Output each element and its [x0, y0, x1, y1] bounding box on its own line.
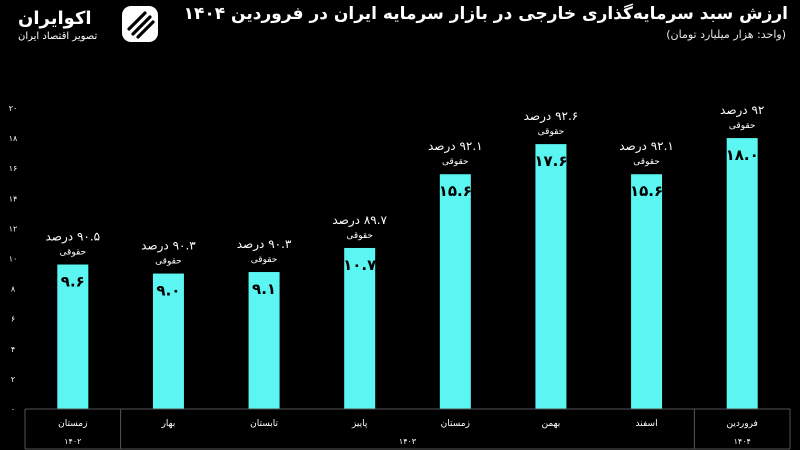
bar: [152, 273, 184, 409]
bar: [631, 174, 663, 409]
bar-caption-label: حقوقی: [251, 255, 278, 265]
y-tick-label: ۸: [11, 285, 16, 294]
y-tick-label: ۶: [11, 315, 15, 324]
chart-title: ارزش سبد سرمایه‌گذاری خارجی در بازار سرم…: [183, 4, 788, 24]
y-tick-label: ۱۸: [9, 134, 18, 143]
bar-value-label: ۹.۱: [252, 280, 276, 298]
x-category-label: بهمن: [542, 419, 561, 429]
x-category-label: بهار: [161, 419, 176, 429]
bar-value-label: ۱۸.۰: [726, 146, 759, 164]
bar-percent-label: ۹۰.۳ درصد: [141, 239, 196, 254]
x-category-label: زمستان: [441, 419, 470, 429]
bar-caption-label: حقوقی: [442, 157, 469, 167]
bar-caption-label: حقوقی: [60, 248, 87, 258]
y-tick-label: ۱۲: [9, 224, 18, 233]
y-tick-label: ۴: [11, 345, 15, 354]
x-group-label: ۱۴۰۴: [734, 437, 751, 446]
bar: [535, 144, 567, 409]
ecoiran-logo-icon: [122, 6, 158, 42]
bar-value-label: ۹.۰: [156, 282, 180, 300]
y-tick-label: ۱۶: [9, 164, 18, 173]
x-category-label: زمستان: [58, 419, 87, 429]
bar-percent-label: ۹۲.۱ درصد: [428, 139, 483, 154]
bar: [248, 272, 280, 409]
bar: [439, 174, 471, 409]
brand-tagline: تصویر اقتصاد ایران: [18, 31, 98, 42]
bar-caption-label: حقوقی: [538, 127, 565, 137]
bar-percent-label: ۸۹.۷ درصد: [332, 213, 387, 228]
chart-subtitle: (واحد: هزار میلیارد تومان): [666, 28, 786, 41]
bar-value-label: ۱۷.۶: [534, 152, 567, 170]
bar-percent-label: ۹۲.۱ درصد: [619, 139, 674, 154]
bar: [57, 264, 89, 409]
y-tick-label: ۱۴: [9, 194, 18, 203]
bar-value-label: ۱۵.۶: [439, 182, 472, 200]
x-group-label: ۱۴۰۲: [64, 437, 81, 446]
x-category-label: فروردین: [727, 419, 758, 429]
bar-caption-label: حقوقی: [633, 157, 660, 167]
x-category-label: پاییز: [351, 419, 368, 429]
bar-percent-label: ۹۰.۵ درصد: [46, 230, 101, 245]
bar-percent-label: ۹۲.۶ درصد: [524, 109, 579, 124]
x-group-label: ۱۴۰۳: [399, 437, 417, 446]
brand-logo: اکوایران تصویر اقتصاد ایران: [8, 4, 168, 48]
bar-percent-label: ۹۲ درصد: [720, 103, 764, 118]
bar-percent-label: ۹۰.۳ درصد: [237, 237, 292, 252]
x-category-label: تابستان: [250, 419, 278, 429]
x-category-label: اسفند: [636, 419, 658, 429]
bar-value-label: ۱۰.۷: [343, 256, 376, 274]
y-tick-label: ۰: [11, 405, 15, 414]
bar: [344, 247, 376, 409]
bar-value-label: ۱۵.۶: [630, 182, 663, 200]
bar-value-label: ۹.۶: [61, 273, 85, 291]
bar-caption-label: حقوقی: [729, 121, 756, 131]
bar-caption-label: حقوقی: [346, 231, 373, 241]
bar-caption-label: حقوقی: [155, 257, 182, 267]
bar: [726, 138, 758, 409]
brand-name: اکوایران: [18, 8, 92, 29]
y-tick-label: ۲۰: [9, 104, 18, 113]
y-tick-label: ۱۰: [9, 255, 18, 264]
y-tick-label: ۲: [11, 375, 15, 384]
